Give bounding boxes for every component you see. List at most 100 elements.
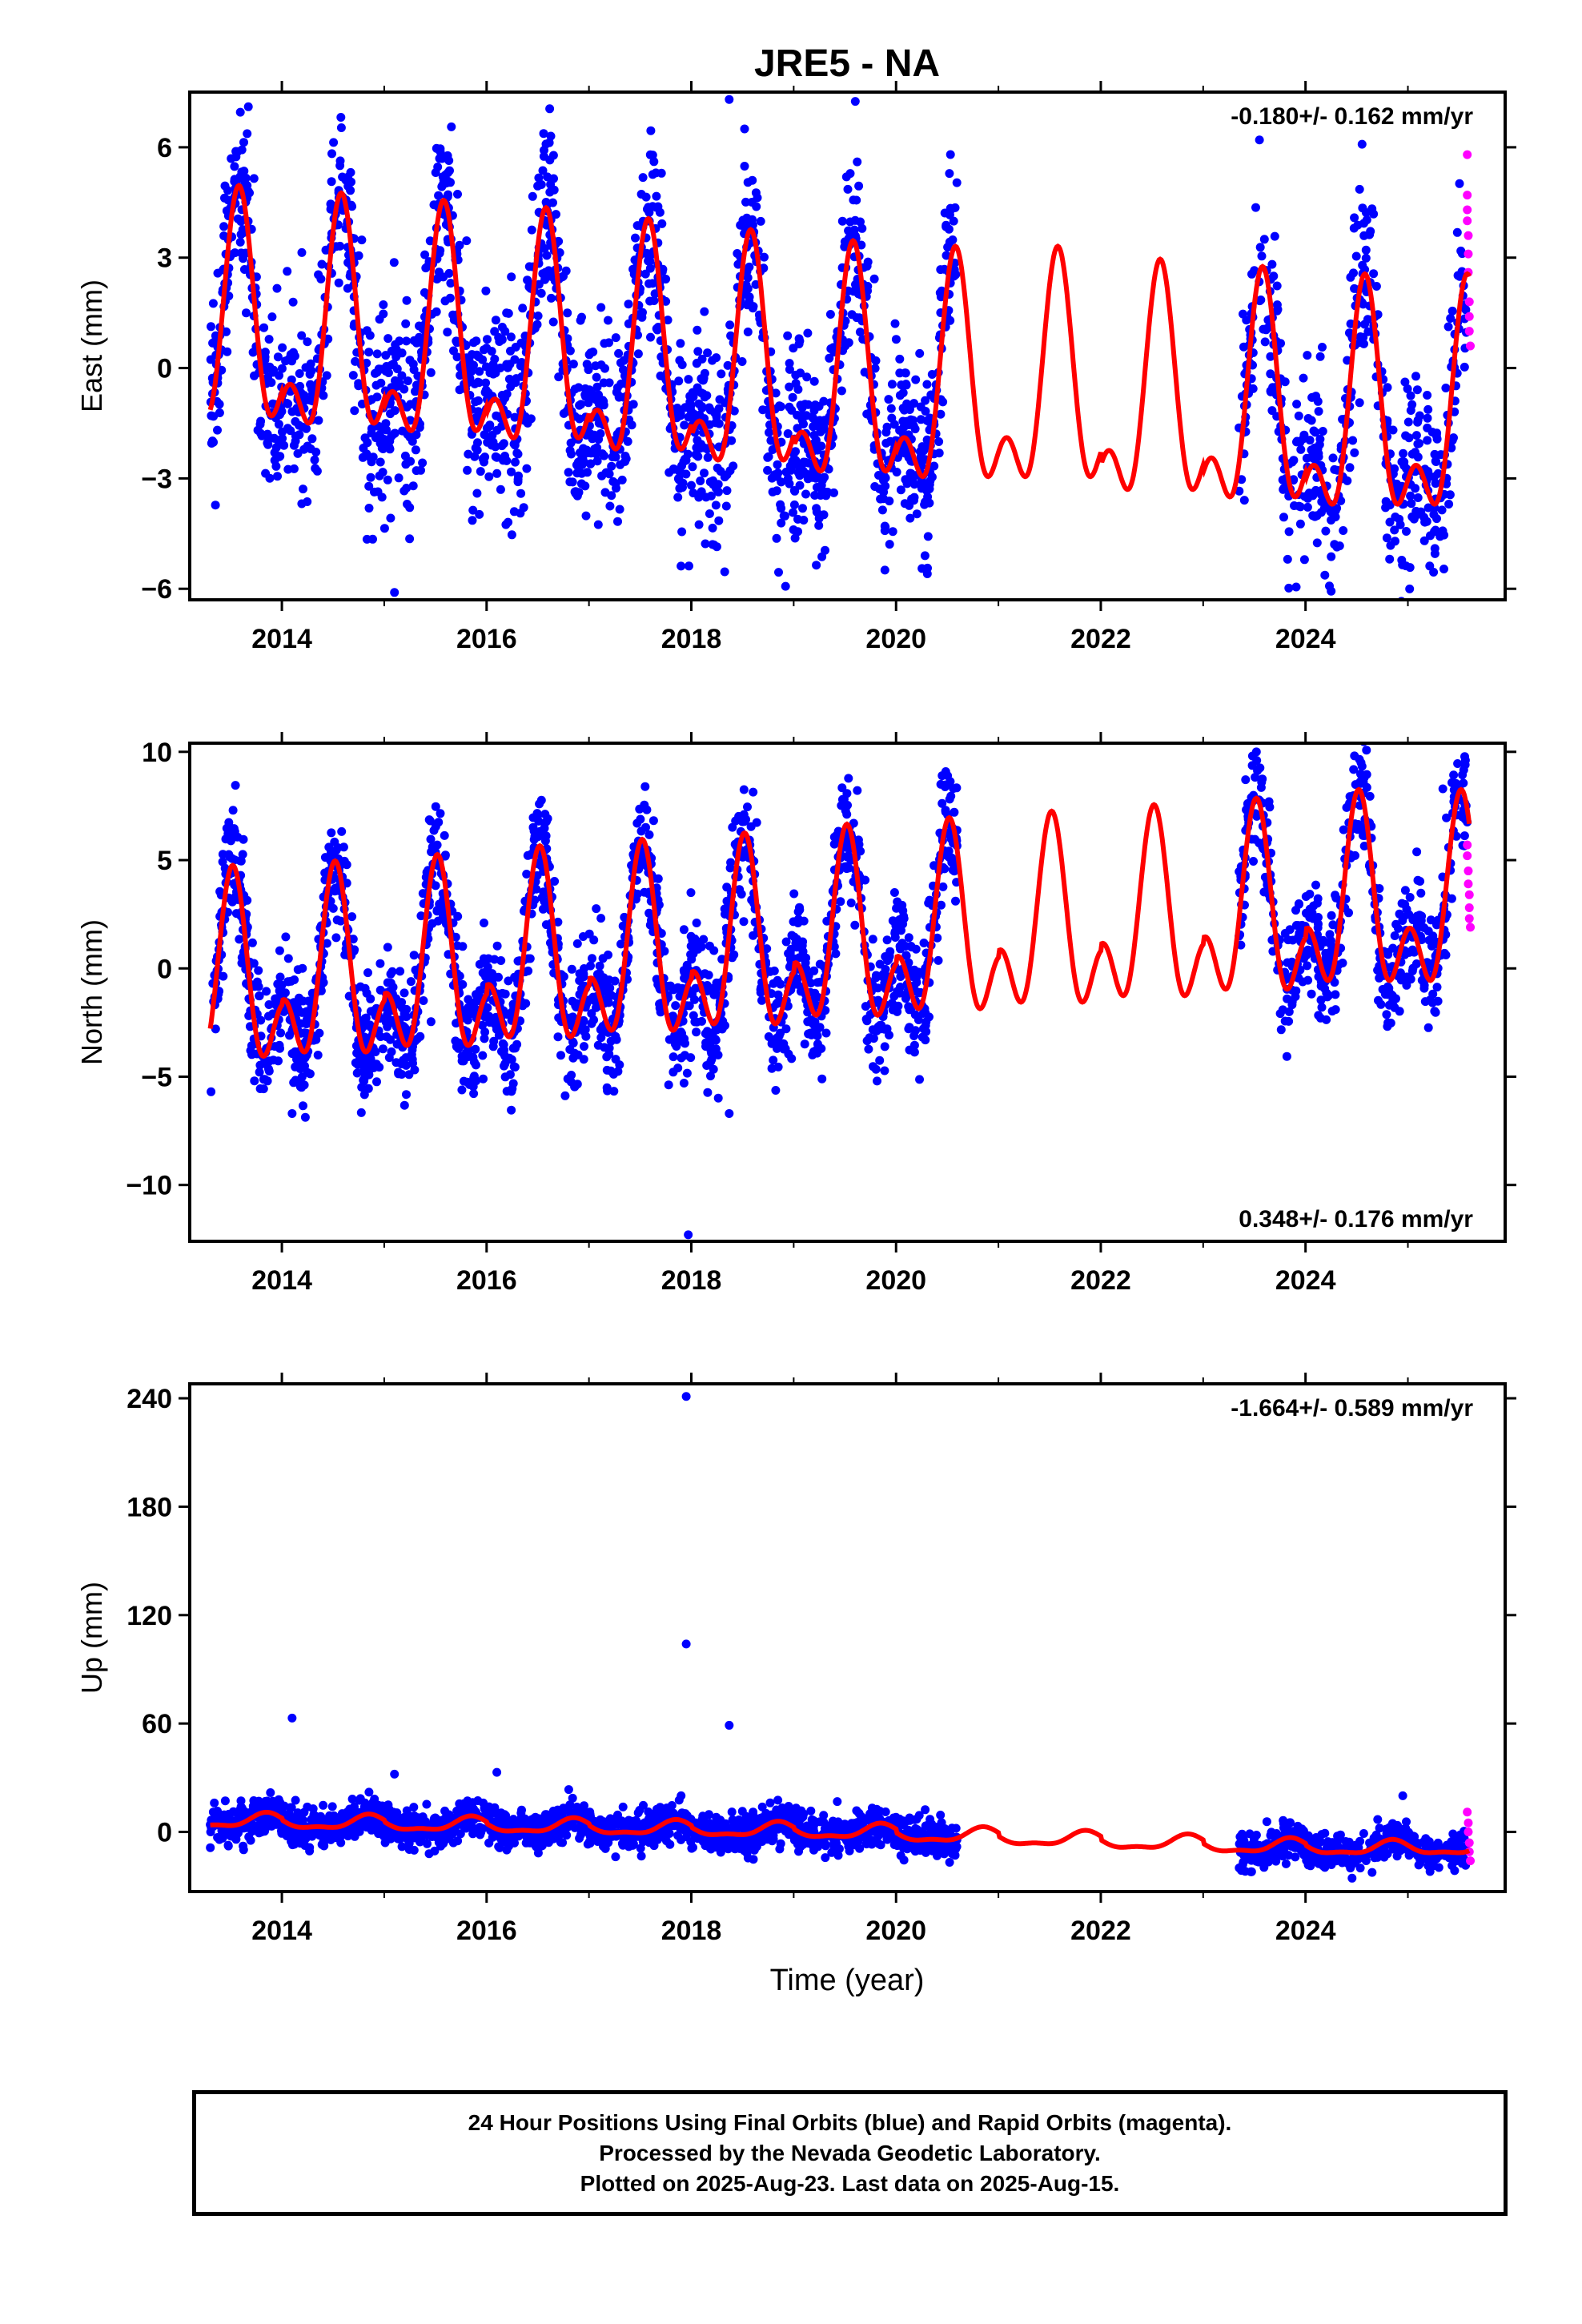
final-orbit-point — [528, 191, 537, 201]
final-orbit-point — [635, 804, 644, 814]
final-orbit-point — [641, 192, 651, 202]
final-orbit-point — [388, 983, 398, 992]
final-orbit-point — [392, 1039, 402, 1049]
final-orbit-point — [506, 346, 515, 356]
x-tick-label: 2022 — [1070, 1265, 1131, 1296]
final-orbit-point — [1342, 802, 1351, 812]
final-orbit-point — [709, 983, 718, 993]
final-orbit-point — [1259, 235, 1269, 244]
final-orbit-point — [445, 293, 455, 303]
final-orbit-point — [1339, 526, 1348, 535]
final-orbit-point — [1251, 773, 1260, 782]
final-orbit-point — [1430, 449, 1439, 459]
final-orbit-point — [779, 511, 789, 521]
final-orbit-point — [264, 1000, 274, 1009]
final-orbit-point — [706, 491, 716, 501]
rapid-orbit-point — [1464, 879, 1473, 889]
final-orbit-point — [265, 473, 275, 483]
final-orbit-point — [670, 1031, 680, 1040]
final-orbit-point — [1439, 948, 1449, 958]
final-orbit-point — [592, 443, 602, 452]
final-orbit-point — [556, 1051, 565, 1060]
final-orbit-point — [1331, 891, 1340, 900]
final-orbit-point — [846, 899, 856, 907]
final-orbit-point — [531, 833, 540, 842]
final-orbit-point — [278, 343, 287, 352]
final-orbit-point — [673, 493, 683, 502]
final-orbit-point — [535, 799, 544, 809]
final-orbit-point — [664, 1080, 673, 1090]
final-orbit-point — [769, 1055, 778, 1065]
final-orbit-point — [714, 404, 724, 413]
final-orbit-point — [773, 460, 782, 469]
final-orbit-point — [1295, 899, 1303, 909]
final-orbit-point — [416, 911, 426, 921]
final-orbit-point — [613, 1067, 623, 1076]
final-orbit-point — [381, 351, 391, 360]
final-orbit-point — [630, 255, 640, 265]
final-orbit-point — [1287, 1000, 1297, 1010]
final-orbit-point — [389, 258, 399, 267]
final-orbit-point — [873, 1076, 881, 1086]
final-orbit-point — [1257, 251, 1267, 261]
final-orbit-point — [809, 438, 819, 448]
final-orbit-point — [1276, 1025, 1286, 1035]
final-orbit-point — [567, 964, 576, 974]
final-orbit-point — [1423, 413, 1432, 423]
final-orbit-point — [484, 472, 494, 481]
final-orbit-point — [884, 395, 893, 404]
final-orbit-point — [853, 786, 862, 795]
final-orbit-point — [303, 497, 312, 506]
final-orbit-point — [645, 296, 655, 306]
final-orbit-point — [860, 368, 869, 377]
outlier-point — [684, 1230, 693, 1240]
final-orbit-point — [228, 806, 238, 815]
final-orbit-point — [1405, 563, 1415, 573]
final-orbit-point — [306, 444, 315, 453]
x-tick-label: 2016 — [456, 1265, 517, 1296]
final-orbit-point — [1412, 847, 1422, 857]
final-orbit-point — [326, 848, 335, 858]
final-orbit-point — [1302, 951, 1311, 960]
final-orbit-point — [532, 809, 542, 818]
final-orbit-point — [799, 516, 809, 525]
final-orbit-point — [348, 935, 358, 944]
final-orbit-point — [230, 162, 239, 171]
final-orbit-point — [609, 1087, 619, 1096]
final-orbit-point — [259, 1075, 268, 1084]
final-orbit-point — [336, 123, 346, 132]
final-orbit-point — [451, 932, 460, 942]
final-orbit-point — [379, 424, 389, 434]
final-orbit-point — [592, 456, 602, 466]
final-orbit-point — [1391, 537, 1399, 546]
final-orbit-point — [1402, 980, 1411, 990]
final-orbit-point — [749, 787, 758, 797]
final-orbit-point — [508, 1079, 518, 1088]
final-orbit-point — [756, 216, 765, 226]
final-orbit-point — [1365, 791, 1375, 801]
final-orbit-point — [598, 954, 608, 963]
final-orbit-point — [330, 837, 339, 846]
final-orbit-point — [812, 504, 821, 513]
final-orbit-point — [837, 801, 846, 810]
final-orbit-point — [1382, 1010, 1391, 1019]
final-orbit-point — [703, 348, 713, 358]
final-orbit-point — [657, 219, 667, 228]
final-orbit-point — [408, 360, 418, 369]
final-orbit-point — [901, 951, 911, 960]
final-orbit-point — [301, 363, 311, 372]
final-orbit-point — [455, 385, 464, 395]
final-orbit-point — [1432, 434, 1442, 444]
final-orbit-point — [781, 937, 791, 947]
final-orbit-point — [682, 1068, 692, 1078]
final-orbit-point — [765, 428, 773, 437]
final-orbit-point — [1443, 322, 1453, 332]
final-orbit-point — [921, 1035, 930, 1045]
final-orbit-point — [896, 972, 905, 981]
final-orbit-point — [580, 1042, 588, 1051]
final-orbit-point — [919, 939, 929, 947]
final-orbit-point — [488, 360, 498, 369]
final-orbit-point — [235, 107, 245, 117]
final-orbit-point — [799, 458, 809, 468]
final-orbit-point — [1313, 894, 1323, 903]
